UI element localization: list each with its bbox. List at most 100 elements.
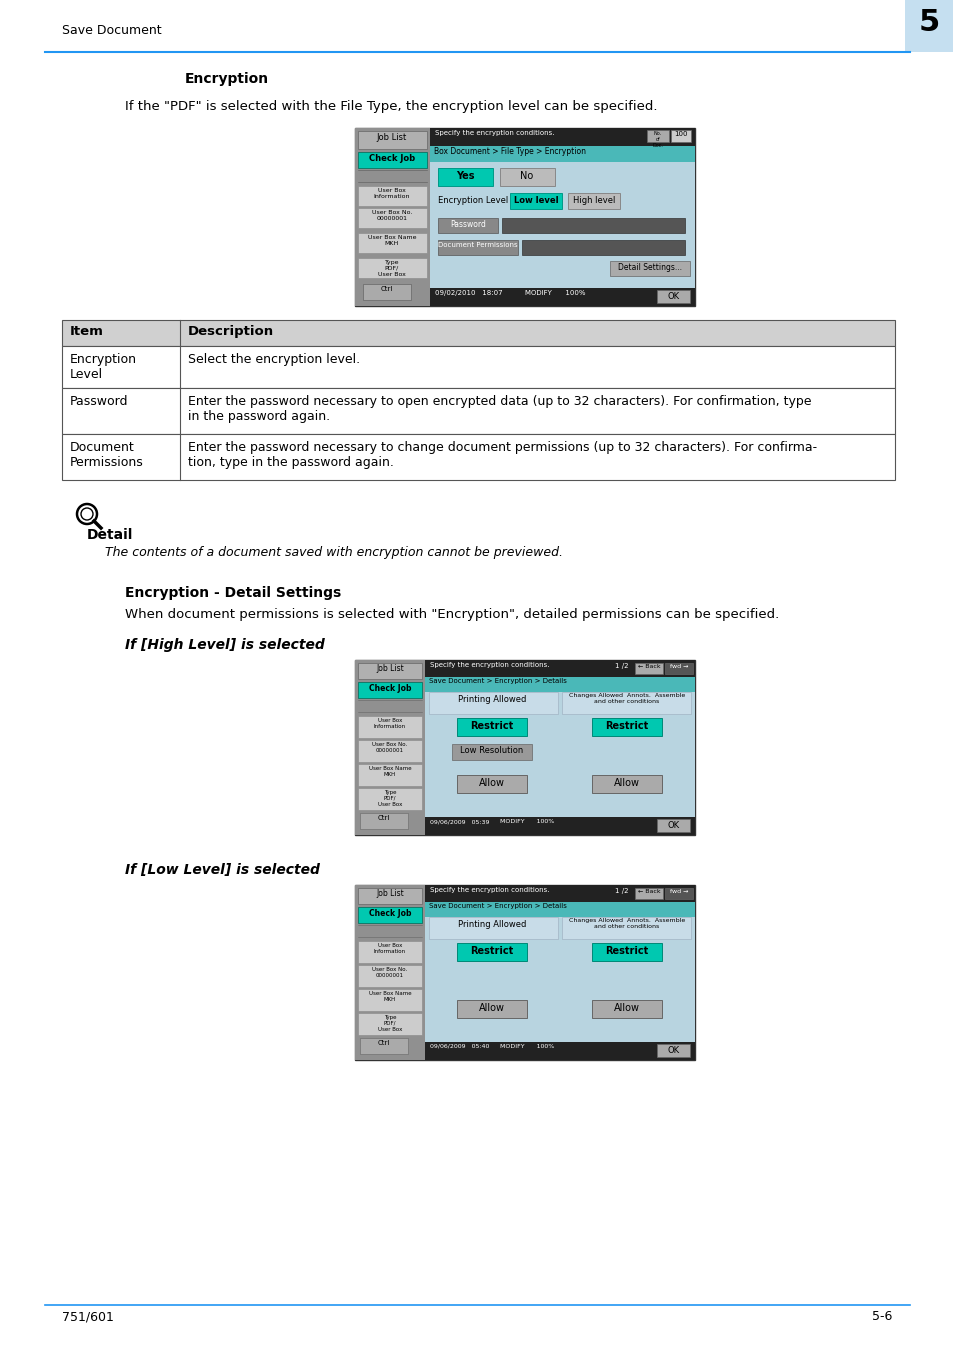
Text: Ctrl: Ctrl	[377, 815, 390, 821]
Bar	[456, 944, 526, 961]
Text: Allow: Allow	[614, 1003, 639, 1012]
Text: User Box No.
00000001: User Box No. 00000001	[372, 743, 407, 753]
Bar	[424, 902, 695, 917]
Text: User Box Name
MKH: User Box Name MKH	[368, 991, 411, 1002]
Text: 1 /2: 1 /2	[615, 663, 628, 670]
Bar	[357, 234, 427, 252]
Bar	[357, 888, 421, 905]
Text: Printing Allowed: Printing Allowed	[457, 919, 526, 929]
Text: Specify the encryption conditions.: Specify the encryption conditions.	[435, 130, 554, 136]
Text: User Box No.
00000001: User Box No. 00000001	[372, 211, 412, 221]
Bar	[592, 718, 661, 736]
Text: Password: Password	[70, 396, 129, 408]
Bar	[357, 186, 427, 207]
Text: When document permissions is selected with "Encryption", detailed permissions ca: When document permissions is selected wi…	[125, 608, 779, 621]
Text: 1 /2: 1 /2	[615, 888, 628, 894]
Text: Check Job: Check Job	[369, 684, 411, 693]
Text: Password: Password	[450, 220, 485, 230]
Bar	[646, 130, 668, 142]
Bar	[355, 128, 695, 306]
Bar	[355, 128, 430, 306]
Bar	[429, 693, 558, 714]
Bar	[355, 660, 695, 836]
Bar	[357, 965, 421, 987]
Bar	[635, 663, 662, 674]
Text: If [High Level] is selected: If [High Level] is selected	[125, 639, 324, 652]
Bar	[62, 320, 894, 346]
Text: Item: Item	[70, 325, 104, 338]
Text: Low level: Low level	[513, 196, 558, 205]
Bar	[430, 288, 695, 306]
Text: Encryption
Level: Encryption Level	[70, 352, 137, 381]
Text: Job List: Job List	[376, 134, 407, 142]
Bar	[670, 130, 690, 142]
Bar	[357, 663, 421, 679]
Text: Type
PDF/
User Box: Type PDF/ User Box	[377, 1015, 402, 1031]
Text: The contents of a document saved with encryption cannot be previewed.: The contents of a document saved with en…	[105, 545, 562, 559]
Text: Changes Allowed  Annots.  Assemble
and other conditions: Changes Allowed Annots. Assemble and oth…	[568, 693, 684, 703]
Bar	[510, 193, 561, 209]
Bar	[357, 990, 421, 1011]
Bar	[363, 284, 411, 300]
Text: Description: Description	[188, 325, 274, 338]
Bar	[501, 217, 684, 234]
Text: Check Job: Check Job	[369, 154, 415, 163]
Text: Restrict: Restrict	[605, 946, 648, 956]
Text: Save Document: Save Document	[62, 23, 161, 36]
Bar	[357, 258, 427, 278]
Bar	[62, 433, 894, 481]
Bar	[355, 886, 695, 1060]
Text: Type
PDF/
User Box: Type PDF/ User Box	[377, 790, 402, 806]
Bar	[664, 663, 692, 674]
Text: Check Job: Check Job	[369, 909, 411, 918]
Text: User Box Name
MKH: User Box Name MKH	[367, 235, 416, 246]
Text: Type
PDF/
User Box: Type PDF/ User Box	[377, 261, 406, 277]
Text: Job List: Job List	[375, 664, 403, 674]
Bar	[357, 682, 421, 698]
Text: Encryption: Encryption	[185, 72, 269, 86]
Text: OK: OK	[667, 821, 679, 830]
Bar	[437, 167, 493, 186]
Bar	[437, 240, 517, 255]
Text: Ctrl: Ctrl	[377, 1040, 390, 1046]
Text: Low Resolution: Low Resolution	[460, 747, 523, 755]
Bar	[357, 740, 421, 761]
Bar	[456, 718, 526, 736]
Bar	[355, 660, 424, 836]
Text: 09/02/2010   18:07: 09/02/2010 18:07	[435, 290, 502, 296]
Bar	[359, 1038, 408, 1054]
Bar	[357, 153, 427, 167]
Bar	[357, 1012, 421, 1035]
Text: If [Low Level] is selected: If [Low Level] is selected	[125, 863, 319, 878]
Text: User Box
Information: User Box Information	[374, 188, 410, 198]
Text: High level: High level	[572, 196, 615, 205]
Bar	[355, 886, 424, 1060]
Bar	[456, 775, 526, 792]
Bar	[609, 261, 689, 275]
Text: 5: 5	[918, 8, 939, 36]
Bar	[521, 240, 684, 255]
Text: ← Back: ← Back	[637, 664, 659, 670]
Bar	[561, 693, 690, 714]
Text: Ctrl: Ctrl	[380, 286, 393, 292]
Bar	[567, 193, 619, 209]
Bar	[657, 290, 689, 302]
Text: MODIFY      100%: MODIFY 100%	[499, 1044, 554, 1049]
Text: OK: OK	[667, 1046, 679, 1054]
Text: 09/06/2009   05:39: 09/06/2009 05:39	[430, 819, 489, 823]
Text: User Box Name
MKH: User Box Name MKH	[368, 765, 411, 776]
Text: Printing Allowed: Printing Allowed	[457, 695, 526, 703]
Text: Save Document > Encryption > Details: Save Document > Encryption > Details	[429, 678, 566, 684]
Bar	[62, 387, 894, 433]
Bar	[429, 917, 558, 940]
Text: MODIFY      100%: MODIFY 100%	[499, 819, 554, 823]
Bar	[664, 888, 692, 899]
Bar	[357, 131, 427, 148]
Bar	[357, 764, 421, 786]
Text: No.
of
Doc.: No. of Doc.	[652, 131, 662, 147]
Text: Box Document > File Type > Encryption: Box Document > File Type > Encryption	[434, 147, 585, 157]
Bar	[592, 775, 661, 792]
Text: If the "PDF" is selected with the File Type, the encryption level can be specifi: If the "PDF" is selected with the File T…	[125, 100, 657, 113]
Text: 751/601: 751/601	[62, 1310, 113, 1323]
Text: Document
Permissions: Document Permissions	[70, 441, 144, 468]
